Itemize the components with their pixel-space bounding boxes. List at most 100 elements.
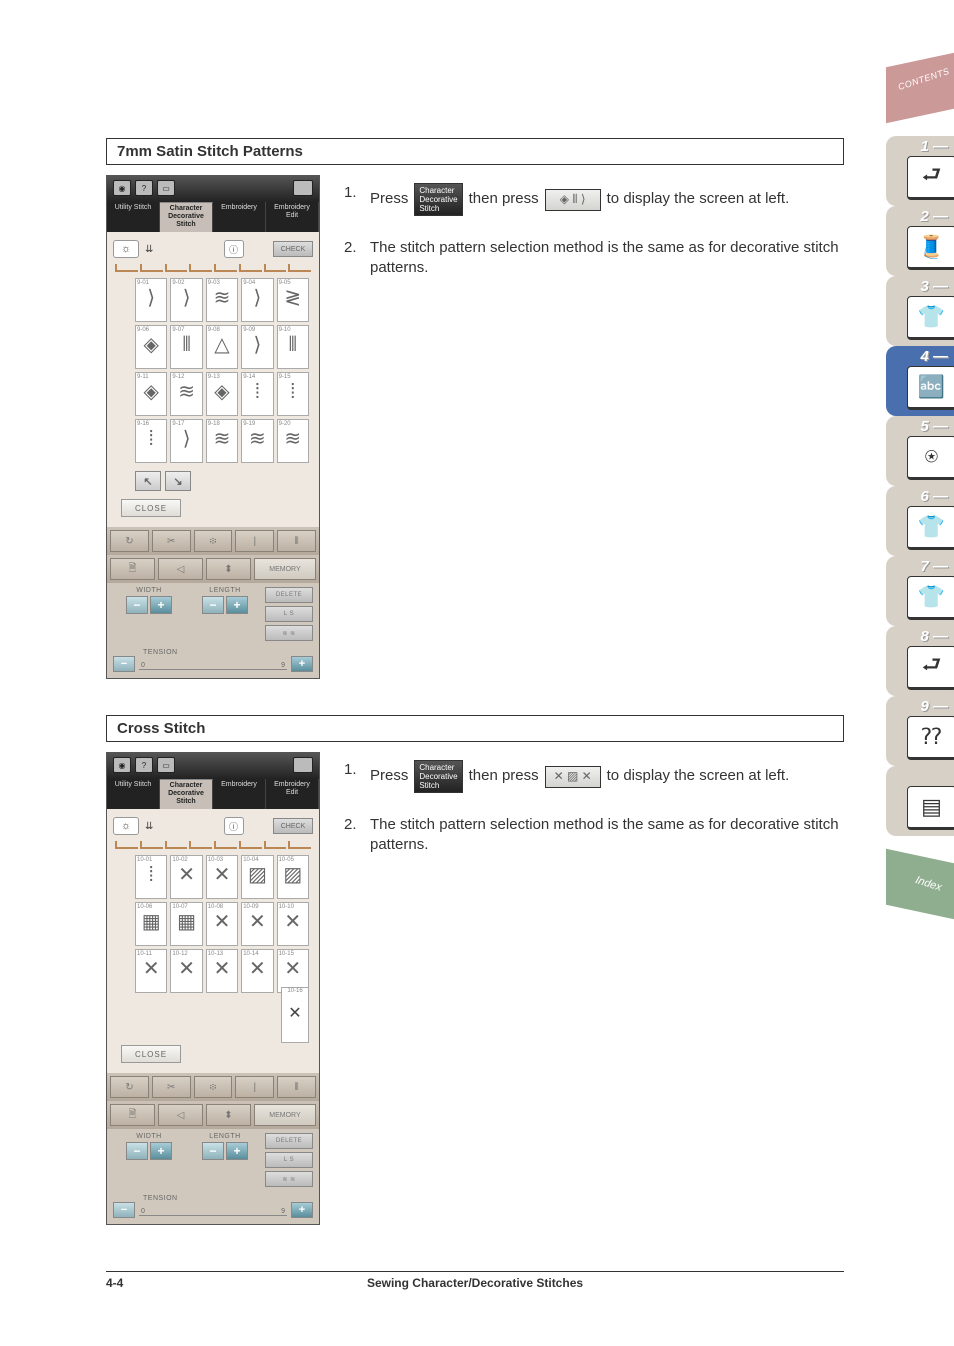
stitch-cell[interactable]: 9-09⟩ (241, 325, 273, 369)
stitch-cell[interactable]: 9-03≋ (206, 278, 238, 322)
stitch-cell[interactable]: 9-20≋ (277, 419, 309, 463)
stitch-cell[interactable]: 9-04⟩ (241, 278, 273, 322)
needle-triple-icon[interactable]: ⦀ (277, 1076, 316, 1098)
rotate-icon[interactable]: ↻ (110, 530, 149, 552)
close-button[interactable]: CLOSE (121, 1045, 181, 1063)
chapter-tab-10[interactable]: ▤ (886, 766, 954, 836)
tab-utility[interactable]: Utility Stitch (107, 202, 160, 232)
tab-embroidery-edit[interactable]: Embroidery Edit (266, 202, 319, 232)
close-button[interactable]: CLOSE (121, 499, 181, 517)
needle-single-icon[interactable]: | (235, 530, 274, 552)
tension-plus-button[interactable]: + (291, 1202, 313, 1218)
stitch-cell[interactable]: 9-08△ (206, 325, 238, 369)
length-plus-button[interactable]: + (226, 1142, 248, 1160)
width-plus-button[interactable]: + (150, 596, 172, 614)
stitch-cell[interactable]: 10-12✕ (170, 949, 202, 993)
chapter-tab-5[interactable]: 5 —⍟ (886, 416, 954, 486)
stitch-cell[interactable]: 10-02✕ (170, 855, 202, 899)
stitch-cell[interactable]: 9-15⁞ (277, 372, 309, 416)
mirror-icon[interactable]: ◁ (158, 1104, 203, 1126)
tab-decorative[interactable]: Character Decorative Stitch (160, 202, 213, 232)
tab-embroidery-edit[interactable]: Embroidery Edit (266, 779, 319, 809)
rotate-icon[interactable]: ↻ (110, 1076, 149, 1098)
stitch-cell[interactable]: 9-17⟩ (170, 419, 202, 463)
tension-minus-button[interactable]: − (113, 1202, 135, 1218)
stitch-cell[interactable]: 10-09✕ (241, 902, 273, 946)
cut-icon[interactable]: ✂ (152, 530, 191, 552)
stitch-cell[interactable]: 9-02⟩ (170, 278, 202, 322)
width-minus-button[interactable]: − (126, 596, 148, 614)
stitch-cell[interactable]: 9-05≷ (277, 278, 309, 322)
page-down-button[interactable]: ↘ (165, 471, 191, 491)
index-tab[interactable]: Index (886, 856, 954, 912)
size-icon[interactable]: ⬍ (206, 1104, 251, 1126)
tab-decorative[interactable]: Character Decorative Stitch (160, 779, 213, 809)
pattern-icon[interactable]: ፨ (194, 1076, 233, 1098)
info-icon[interactable]: ⓘ (224, 817, 244, 835)
memory-button[interactable]: MEMORY (254, 558, 316, 580)
ls-button[interactable]: L S (265, 1152, 313, 1168)
length-minus-button[interactable]: − (202, 596, 224, 614)
check-button[interactable]: CHECK (273, 241, 313, 257)
stitch-cell[interactable]: 9-01⟩ (135, 278, 167, 322)
menu-icon[interactable] (293, 180, 313, 196)
stitch-cell[interactable]: 9-12≋ (170, 372, 202, 416)
tab-embroidery[interactable]: Embroidery (213, 779, 266, 809)
page-up-button[interactable]: ↖ (135, 471, 161, 491)
stitch-cell[interactable]: 9-18≋ (206, 419, 238, 463)
doc-icon[interactable]: 🗎 (110, 558, 155, 580)
stitch-cell[interactable]: 10-03✕ (206, 855, 238, 899)
tension-plus-button[interactable]: + (291, 656, 313, 672)
stitch-cell[interactable]: 9-14⁞ (241, 372, 273, 416)
chapter-tab-8[interactable]: 8 —⮐ (886, 626, 954, 696)
memory-button[interactable]: MEMORY (254, 1104, 316, 1126)
stitch-cell[interactable]: 10-11✕ (135, 949, 167, 993)
settings-icon[interactable]: ☼ (113, 817, 139, 835)
chapter-tab-3[interactable]: 3 —👕 (886, 276, 954, 346)
stitch-cell[interactable]: 10-01⁞ (135, 855, 167, 899)
mirror-icon[interactable]: ◁ (158, 558, 203, 580)
density-button[interactable]: ≋ ≋ (265, 625, 313, 641)
width-minus-button[interactable]: − (126, 1142, 148, 1160)
chapter-tab-1[interactable]: 1 —⮐ (886, 136, 954, 206)
info-icon[interactable]: ⓘ (224, 240, 244, 258)
tab-utility[interactable]: Utility Stitch (107, 779, 160, 809)
stitch-cell[interactable]: 10-06▦ (135, 902, 167, 946)
stitch-cell[interactable]: 9-10⦀ (277, 325, 309, 369)
tab-embroidery[interactable]: Embroidery (213, 202, 266, 232)
chapter-tab-4[interactable]: 4 —🔤 (886, 346, 954, 416)
chapter-tab-6[interactable]: 6 —👕 (886, 486, 954, 556)
cut-icon[interactable]: ✂ (152, 1076, 191, 1098)
stitch-cell[interactable]: 10-05▨ (277, 855, 309, 899)
doc-icon[interactable]: 🗎 (110, 1104, 155, 1126)
stitch-cell[interactable]: 9-13◈ (206, 372, 238, 416)
needle-triple-icon[interactable]: ⦀ (277, 530, 316, 552)
menu-icon[interactable] (293, 757, 313, 773)
delete-button[interactable]: DELETE (265, 587, 313, 603)
ls-button[interactable]: L S (265, 606, 313, 622)
chapter-tab-9[interactable]: 9 —⁇ (886, 696, 954, 766)
stitch-cell[interactable]: 9-19≋ (241, 419, 273, 463)
stitch-cell[interactable]: 9-16⁞ (135, 419, 167, 463)
delete-button[interactable]: DELETE (265, 1133, 313, 1149)
tension-minus-button[interactable]: − (113, 656, 135, 672)
length-plus-button[interactable]: + (226, 596, 248, 614)
stitch-cell[interactable]: 10-13✕ (206, 949, 238, 993)
stitch-cell[interactable]: 9-07⦀ (170, 325, 202, 369)
width-plus-button[interactable]: + (150, 1142, 172, 1160)
density-button[interactable]: ≋ ≋ (265, 1171, 313, 1187)
stitch-cell-extra[interactable]: 10-16 ✕ (281, 987, 309, 1043)
stitch-cell[interactable]: 10-07▦ (170, 902, 202, 946)
stitch-cell[interactable]: 9-06◈ (135, 325, 167, 369)
stitch-cell[interactable]: 10-04▨ (241, 855, 273, 899)
stitch-cell[interactable]: 10-08✕ (206, 902, 238, 946)
chapter-tab-7[interactable]: 7 —👕 (886, 556, 954, 626)
settings-icon[interactable]: ☼ (113, 240, 139, 258)
stitch-cell[interactable]: 10-10✕ (277, 902, 309, 946)
pattern-icon[interactable]: ፨ (194, 530, 233, 552)
needle-single-icon[interactable]: | (235, 1076, 274, 1098)
stitch-cell[interactable]: 10-14✕ (241, 949, 273, 993)
length-minus-button[interactable]: − (202, 1142, 224, 1160)
contents-tab[interactable]: CONTENTS (886, 60, 954, 116)
check-button[interactable]: CHECK (273, 818, 313, 834)
